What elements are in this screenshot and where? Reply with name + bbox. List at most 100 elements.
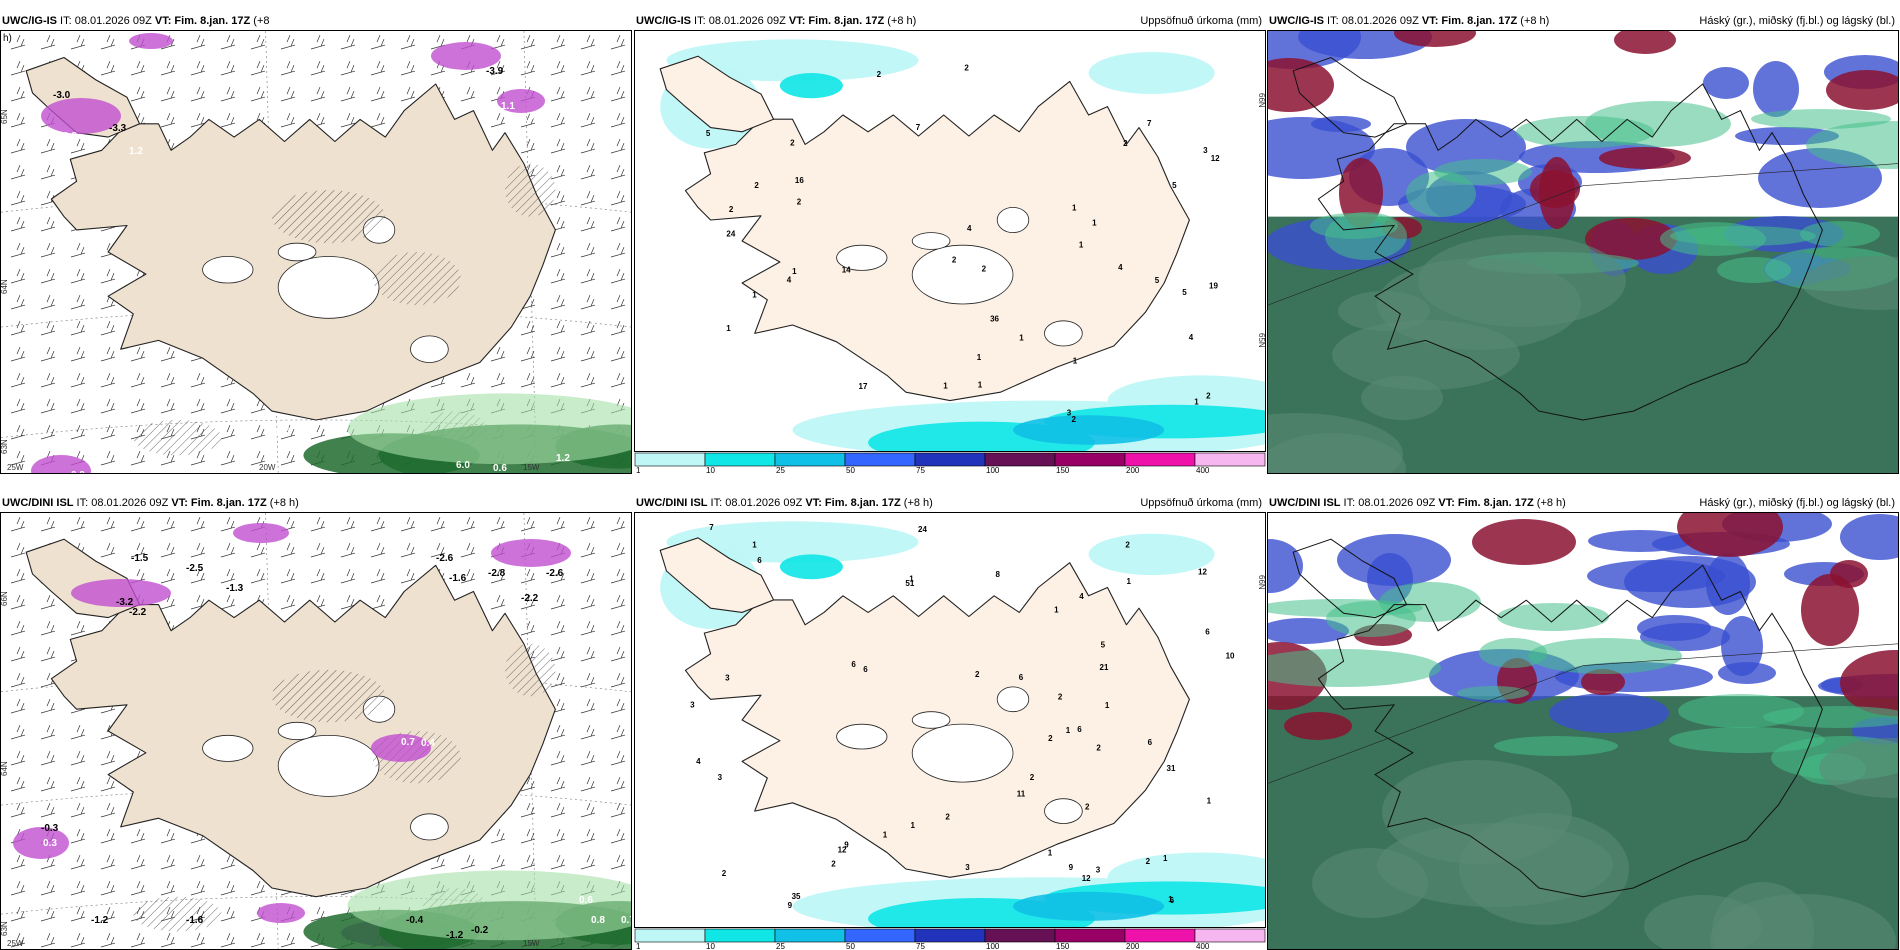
precip-value: 4 xyxy=(696,757,701,766)
init-time: IT: 08.01.2026 09Z xyxy=(73,497,172,509)
precip-value: 2 xyxy=(1125,541,1130,550)
precip-value: 10 xyxy=(1226,652,1235,661)
panel-title: UWC/IG-IS IT: 08.01.2026 09Z VT: Fim. 8.… xyxy=(1269,15,1549,27)
precip-value: 2 xyxy=(1096,743,1101,752)
model-name: UWC/DINI ISL xyxy=(636,497,708,509)
model-name: UWC/IG-IS xyxy=(636,15,691,27)
precip-value: 2 xyxy=(1146,857,1151,866)
colorbar-segment xyxy=(704,452,776,467)
valid-time: VT: Fim. 8.jan. 17Z xyxy=(171,497,267,509)
panel-variable: Uppsöfnuð úrkoma (mm) xyxy=(1140,497,1262,509)
temperature-value: -0.3 xyxy=(41,823,59,834)
panel-variable: Háský (gr.), miðský (fj.bl.) og lágský (… xyxy=(1699,15,1895,27)
panel-variable: Háský (gr.), miðský (fj.bl.) og lágský (… xyxy=(1699,497,1895,509)
precip-value: 2 xyxy=(722,869,727,878)
map-panel-cloud: UWC/DINI ISL IT: 08.01.2026 09Z VT: Fim.… xyxy=(1267,494,1899,950)
precip-value: 4 xyxy=(787,275,792,284)
temperature-value: 1.2 xyxy=(556,453,570,464)
temperature-value: -1.6 xyxy=(186,915,204,926)
valid-time: VT: Fim. 8.jan. 17Z xyxy=(1421,15,1518,27)
precip-value: 12 xyxy=(1211,154,1220,163)
colorbar-segment xyxy=(984,928,1056,943)
colorbar-label: 200 xyxy=(1126,466,1140,474)
colorbar-segment xyxy=(1124,928,1196,943)
latitude-label: 64N xyxy=(1,761,9,776)
longitude-label: 15W xyxy=(523,939,540,948)
precip-value: 2 xyxy=(1030,773,1035,782)
precip-value: 3 xyxy=(1067,408,1072,417)
precip-value: 9 xyxy=(1069,863,1074,872)
temperature-value: -2.6 xyxy=(436,553,454,564)
panel-title: UWC/DINI ISL IT: 08.01.2026 09Z VT: Fim.… xyxy=(636,497,933,509)
temperature-value: 3.6 xyxy=(529,111,543,122)
temperature-value: -0.2 xyxy=(471,925,489,936)
precip-value: 6 xyxy=(1019,673,1024,682)
precip-value: 2 xyxy=(877,70,882,79)
colorbar-segment xyxy=(704,928,776,943)
colorbar-label: 100 xyxy=(986,942,1000,950)
precip-value: 6 xyxy=(1148,738,1153,747)
precip-value: 4 xyxy=(1079,592,1084,601)
latitude-label: 66N xyxy=(1,591,9,606)
colorbar-label: 100 xyxy=(986,466,1000,474)
precip-value: 1 xyxy=(792,267,797,276)
temperature-value: 0.6 xyxy=(276,426,290,437)
precip-value: 3 xyxy=(1203,146,1208,155)
precip-value: 1 xyxy=(978,381,983,390)
temperature-value: -1.3 xyxy=(226,583,244,594)
temperature-value: 0.9 xyxy=(71,470,85,473)
precip-value: 1 xyxy=(1127,577,1132,586)
temperature-value: 0.7 xyxy=(621,915,631,926)
precip-value: 5 xyxy=(1182,288,1187,297)
precip-value: 5 xyxy=(1155,276,1160,285)
precip-value: 1 xyxy=(911,821,916,830)
precip-value: 5 xyxy=(1172,181,1177,190)
colorbar-label: 75 xyxy=(916,942,925,950)
cloud-coastline xyxy=(1292,538,1823,898)
precip-value: 1 xyxy=(943,381,948,390)
precip-value: 6 xyxy=(1205,627,1210,636)
map-panel-precip: UWC/DINI ISL IT: 08.01.2026 09Z VT: Fim.… xyxy=(634,494,1266,950)
model-name: UWC/DINI ISL xyxy=(1269,497,1341,509)
latitude-label: 63N xyxy=(1,439,9,454)
panel-header: UWC/DINI ISL IT: 08.01.2026 09Z VT: Fim.… xyxy=(634,494,1266,512)
wind-iceland xyxy=(25,56,556,421)
valid-time: VT: Fim. 8.jan. 17Z xyxy=(788,15,885,27)
lead-time: (+8 h) xyxy=(1517,15,1550,27)
map-panel-wind: UWC/IG-IS IT: 08.01.2026 09Z VT: Fim. 8.… xyxy=(0,12,632,474)
temperature-shading xyxy=(31,33,631,473)
precip-value: 17 xyxy=(859,382,868,391)
temperature-value: -1.6 xyxy=(449,573,467,584)
temperature-value: 0.8 xyxy=(591,915,605,926)
colorbar-segment xyxy=(774,452,846,467)
colorbar-label: 150 xyxy=(1056,942,1070,950)
precip-value: 2 xyxy=(1058,693,1063,702)
precip-value: 9 xyxy=(788,901,793,910)
colorbar-segment xyxy=(984,452,1056,467)
colorbar-label: 400 xyxy=(1196,942,1210,950)
precip-value: 1 xyxy=(1168,895,1173,904)
precipitation-shading xyxy=(660,521,1265,927)
precip-value: 2 xyxy=(797,198,802,207)
precip-iceland xyxy=(659,55,1190,402)
latitude-label: 65N xyxy=(1257,333,1265,348)
map-panel-wind: UWC/DINI ISL IT: 08.01.2026 09Z VT: Fim.… xyxy=(0,494,632,950)
precip-value: 1 xyxy=(977,353,982,362)
precip-value: 3 xyxy=(1096,866,1101,875)
map-canvas: -3.00.8-3.31.2-3.91.13.60.96.00.61.01.20… xyxy=(0,30,632,474)
lead-time: (+8 h) xyxy=(266,497,299,509)
value-labels: -1.5-2.5-1.3-3.2-2.2-2.6-1.6 -2.8-2.2-2.6… xyxy=(41,553,631,941)
precip-value: 12 xyxy=(1198,568,1207,577)
precip-value: 24 xyxy=(726,229,735,238)
panel-header: UWC/DINI ISL IT: 08.01.2026 09Z VT: Fim.… xyxy=(0,494,632,512)
panel-title: UWC/IG-IS IT: 08.01.2026 09Z VT: Fim. 8.… xyxy=(636,15,916,27)
panel-title: UWC/IG-IS IT: 08.01.2026 09Z VT: Fim. 8.… xyxy=(2,15,269,27)
precip-value: 4 xyxy=(1118,263,1123,272)
precip-value: 6 xyxy=(1077,725,1082,734)
precip-value: 2 xyxy=(982,265,987,274)
valid-time: VT: Fim. 8.jan. 17Z xyxy=(805,497,901,509)
temperature-value: -1.2 xyxy=(446,930,464,941)
precip-iceland xyxy=(659,537,1190,878)
map-canvas: 4 5 7 5 7 3 12 1 2 1 2 1 1 2 1 2 1 2 1 2 2 4 5 14 16 19 24 17 36 4 2 5 3… xyxy=(634,30,1266,452)
precip-value: 2 xyxy=(975,670,980,679)
